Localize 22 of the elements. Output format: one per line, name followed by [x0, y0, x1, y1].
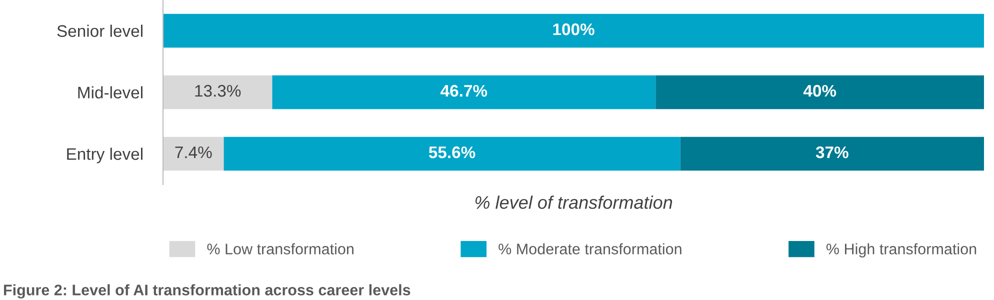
data-label: 100% [553, 23, 594, 36]
y-tick-label: Senior level [57, 24, 142, 37]
legend-label: % Low transformation [207, 243, 354, 254]
x-axis-title: % level of transformation [475, 196, 672, 209]
bar [656, 75, 984, 110]
data-label: 55.6% [428, 146, 476, 158]
data-label: 37% [816, 146, 848, 158]
bar [272, 75, 656, 110]
caption: Figure 2: Level of AI transformation across career levels [4, 284, 410, 298]
data-label: 7.4% [175, 146, 212, 158]
legend-label: % High transformation [826, 243, 976, 258]
data-label: 40% [803, 84, 836, 97]
legend-label: % Moderate transformation [498, 243, 682, 254]
y-tick-label: Entry level [67, 148, 142, 164]
bar [163, 136, 224, 171]
y-tick-label: Mid-level [78, 86, 142, 98]
bar [163, 14, 984, 48]
data-label: 46.7% [440, 84, 488, 97]
bar [163, 75, 272, 110]
bar [224, 136, 680, 171]
bar [680, 136, 984, 171]
data-label: 13.3% [195, 84, 241, 97]
